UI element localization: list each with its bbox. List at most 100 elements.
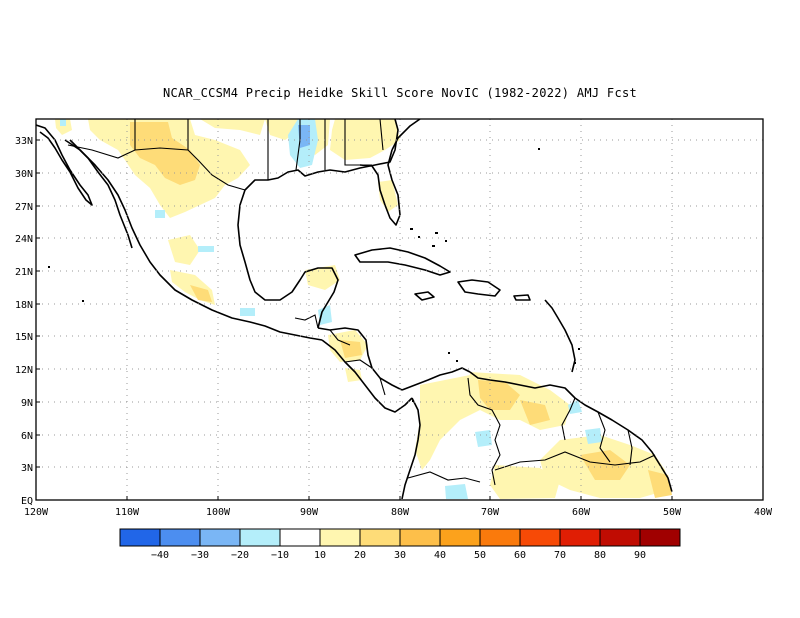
lat-label: 15N: [15, 332, 33, 343]
colorbar-label: 40: [434, 550, 446, 561]
shade-mexico-south-2: [190, 285, 212, 302]
lat-label: 18N: [15, 300, 33, 311]
lon-label: 50W: [663, 507, 682, 518]
colorbar-label: −10: [271, 550, 289, 561]
colorbar-swatch: [199, 528, 241, 547]
coast-jamaica: [414, 291, 435, 301]
shade-sa-amapa: [648, 470, 672, 498]
shade-panama: [345, 368, 362, 382]
coast-lesser-antilles: [544, 299, 576, 373]
coast-sa-north: [469, 371, 673, 493]
shade-yucatan: [305, 265, 340, 290]
border-nicaragua: [344, 359, 373, 369]
colorbar-label: 30: [394, 550, 406, 561]
coast-gulf-california: [69, 139, 133, 249]
border-brazil-north: [494, 451, 656, 471]
colorbar-label: 70: [554, 550, 566, 561]
colorbar-swatch: [599, 528, 641, 547]
lat-label: 24N: [15, 234, 33, 245]
colorbar-label: 50: [474, 550, 486, 561]
skill-shading: [55, 119, 672, 499]
coast-puerto-rico: [513, 294, 531, 301]
coast-mexico-pacific: [64, 139, 323, 341]
lon-label: 90W: [300, 507, 319, 518]
lat-label: EQ: [21, 496, 33, 507]
lon-label: 120W: [24, 507, 49, 518]
lat-label: 27N: [15, 202, 33, 213]
border-costa-rica: [379, 377, 386, 396]
shade-neg-baja: [60, 119, 66, 126]
shade-neg-sa-3: [445, 484, 468, 499]
lat-label: 33N: [15, 136, 33, 147]
lon-label: 80W: [391, 507, 410, 518]
coast-cuba: [354, 247, 451, 276]
border-guatemala: [294, 314, 319, 329]
coast-central-america-caribbean: [317, 327, 403, 391]
shade-florida: [378, 180, 398, 212]
shade-neg-mex-1: [198, 246, 214, 252]
colorbar: −40 −30 −20 −10 10 20 30 40 50 60 70 80 90: [119, 528, 681, 561]
border-guyana-suriname: [597, 411, 611, 463]
border-us-states-6: [344, 119, 372, 166]
border-suriname-fguiana: [627, 429, 633, 466]
lat-label: 3N: [21, 463, 33, 474]
colorbar-swatch: [119, 528, 161, 547]
shade-central-america-2: [340, 340, 362, 358]
shade-neg-sa-4: [568, 400, 582, 414]
tick-marks: [36, 139, 673, 501]
colorbar-label: 80: [594, 550, 606, 561]
border-colombia-venezuela: [467, 377, 501, 486]
lon-label: 100W: [206, 507, 231, 518]
border-us-states-7: [379, 119, 384, 151]
shade-sa-brazil: [490, 465, 560, 499]
coast-se-atlantic: [391, 119, 421, 151]
borders: [67, 119, 656, 486]
coast-sa-pacific: [401, 397, 421, 500]
coast-hispaniola: [457, 279, 501, 297]
colorbar-swatch: [399, 528, 441, 547]
border-colombia-ecuador: [407, 471, 481, 483]
shade-neg-sa-2: [585, 428, 602, 444]
lon-label: 70W: [481, 507, 500, 518]
colorbar-label: −20: [231, 550, 249, 561]
colorbar-label: 10: [314, 550, 326, 561]
colorbar-label: 20: [354, 550, 366, 561]
colorbar-label: −30: [191, 550, 209, 561]
shade-mexico-north-2: [130, 122, 200, 185]
colorbar-label: 60: [514, 550, 526, 561]
coast-panama-colombia: [401, 367, 471, 391]
shade-neg-mex-2: [240, 308, 255, 316]
lat-labels: EQ 3N 6N 9N 12N 15N 18N 21N 24N 27N 30N …: [15, 136, 33, 507]
lat-label: 12N: [15, 365, 33, 376]
border-us-mexico: [67, 144, 246, 191]
coast-baja: [36, 124, 93, 206]
shade-neg-belize: [318, 305, 332, 325]
shade-sa-guianas-2: [580, 450, 630, 480]
lat-label: 21N: [15, 267, 33, 278]
colorbar-label: −40: [151, 550, 169, 561]
border-honduras: [329, 329, 351, 346]
map-title: NCAR_CCSM4 Precip Heidke Skill Score Nov…: [162, 86, 638, 100]
lon-label: 110W: [115, 507, 140, 518]
colorbar-swatch: [559, 528, 601, 547]
coastlines: [36, 119, 673, 500]
shade-neg-se-us-core: [298, 125, 310, 148]
colorbar-swatch: [639, 528, 681, 547]
shade-baja: [55, 119, 72, 135]
lat-label: 30N: [15, 169, 33, 180]
coast-central-america-pacific: [321, 339, 413, 413]
colorbar-label: 90: [634, 550, 646, 561]
shade-se-us-2: [330, 119, 400, 160]
shade-mexico-central: [168, 235, 200, 265]
colorbar-swatch: [239, 528, 281, 547]
shade-neg-sa-1: [475, 430, 492, 447]
shade-sa-venezuela-3: [520, 400, 550, 425]
border-venezuela-guyana: [561, 397, 576, 441]
colorbar-swatch: [159, 528, 201, 547]
colorbar-swatch: [279, 528, 321, 547]
coast-florida: [359, 149, 401, 226]
shade-se-us-4: [200, 119, 265, 135]
lat-label: 9N: [21, 398, 33, 409]
lon-labels: 120W 110W 100W 90W 80W 70W 60W 50W 40W: [24, 507, 773, 518]
